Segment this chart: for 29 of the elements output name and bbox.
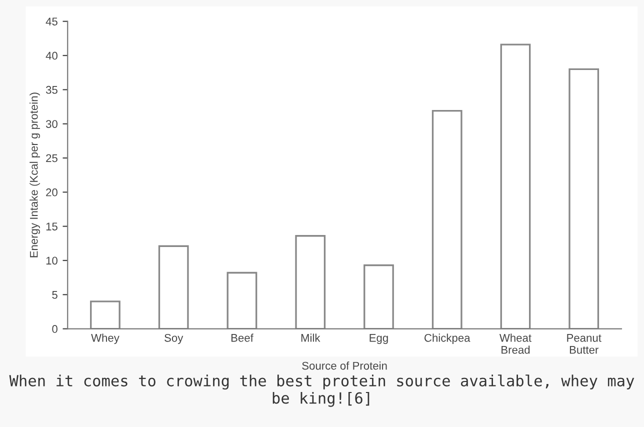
bar [364,264,394,329]
y-tick-label: 30 [46,120,58,128]
x-tick-label: Beef [231,334,254,342]
x-tick-label: Chickpea [424,334,470,344]
x-tick-label: Peanut Butter [567,334,602,354]
x-axis-title: Source of Protein [302,362,387,370]
y-tick-label: 15 [46,222,58,230]
y-tick-label: 0 [52,325,58,333]
x-tick-label: Soy [164,334,184,344]
bar [90,300,120,329]
y-tick-label: 45 [46,18,58,26]
bar [158,245,189,329]
x-tick-label: Whey [91,334,120,344]
bar [295,235,326,329]
x-tick-label: Wheat Bread [499,334,532,354]
x-tick-label: Egg [370,334,388,344]
y-axis-title: Energy Intake (Kcal per g protein) [30,92,40,258]
y-tick-label: 10 [46,256,58,265]
bar [226,272,258,329]
y-tick-label: 25 [46,154,58,162]
y-tick-label: 40 [46,52,58,60]
y-tick-label: 5 [52,291,58,299]
bar [500,44,531,329]
y-tick-label: 35 [46,86,58,94]
text: When it comes to crowing the best protein source available, whey may be king![6] [9,374,634,407]
x-tick-label: Milk [301,334,320,342]
bar [568,68,600,329]
bar [432,110,462,329]
y-tick-label: 20 [46,188,58,196]
